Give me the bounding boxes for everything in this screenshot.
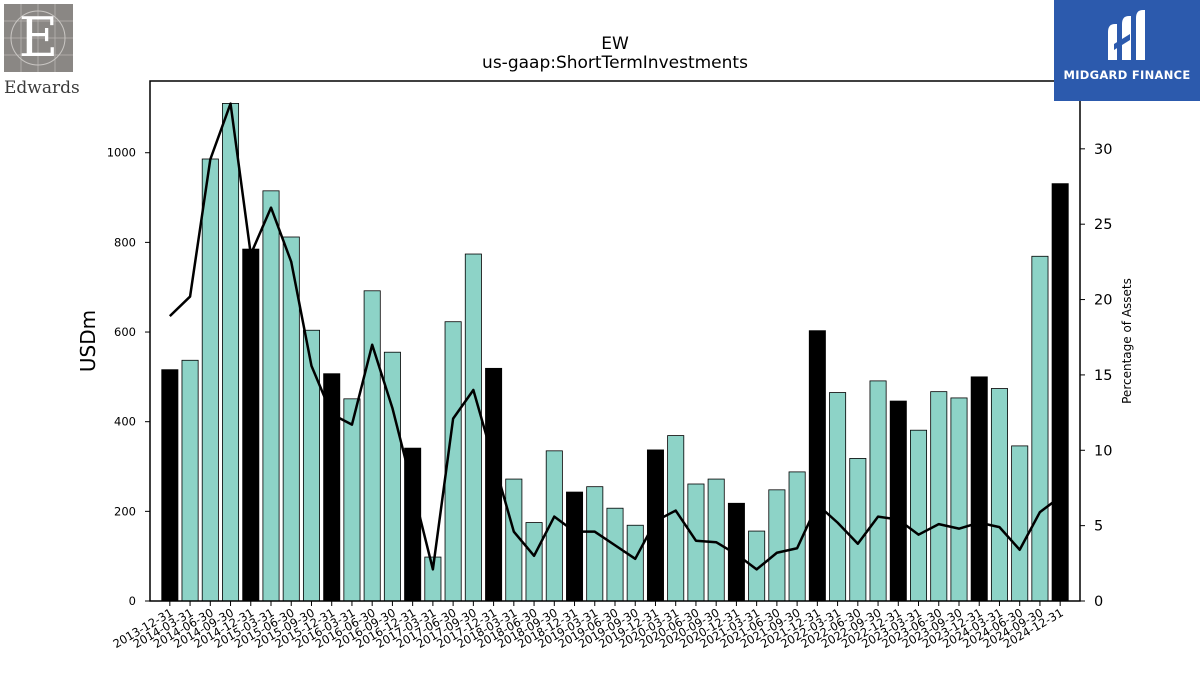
bar-2024-09-30 <box>1031 255 1049 602</box>
bar-2019-03-31 <box>586 486 604 602</box>
edwards-logo-text: Edwards <box>4 78 80 98</box>
bar-2015-03-31 <box>262 190 280 602</box>
y-axis-label: USDm <box>76 310 100 372</box>
y-tick-label: 1000 <box>107 146 136 160</box>
edwards-grid-icon <box>4 4 73 72</box>
midgard-logo: MIDGARD FINANCE <box>1054 0 1200 101</box>
plot-frame <box>149 80 1081 602</box>
bar-2024-12-31 <box>1051 183 1069 602</box>
bar-2014-03-31 <box>181 359 199 602</box>
bar-2016-06-30 <box>363 290 381 602</box>
bar-2022-06-30 <box>849 458 867 602</box>
y2-tick-label: 5 <box>1094 519 1103 535</box>
bar-2021-06-30 <box>768 489 786 602</box>
y-tick-label: 800 <box>114 235 136 249</box>
bar-2015-12-31 <box>323 373 341 602</box>
bar-2020-09-30 <box>707 478 725 602</box>
bar-2021-12-31 <box>808 330 826 602</box>
y-tick-label: 0 <box>129 594 136 608</box>
bar-2023-09-30 <box>950 397 968 602</box>
bar-2024-06-30 <box>1011 445 1029 602</box>
y-tick-label: 600 <box>114 325 136 339</box>
plot-area: 2013-12-312014-03-312014-06-302014-09-30… <box>107 102 1112 651</box>
bar-2023-06-30 <box>930 391 948 602</box>
bar-2019-09-30 <box>626 524 644 602</box>
y2-axis-label: Percentage of Assets <box>1120 278 1134 404</box>
bar-2018-06-30 <box>525 522 543 602</box>
y2-tick-label: 15 <box>1094 368 1112 384</box>
bar-2018-12-31 <box>566 491 584 602</box>
y2-tick-label: 0 <box>1094 594 1103 610</box>
bar-2014-06-30 <box>201 158 219 602</box>
bar-2017-09-30 <box>464 253 482 602</box>
bar-2022-12-31 <box>889 400 907 602</box>
bar-2016-03-31 <box>343 398 361 602</box>
bar-2023-12-31 <box>970 376 988 602</box>
percentage-line <box>168 102 1061 571</box>
edwards-logo-mark: E <box>4 4 73 72</box>
bar-2022-03-31 <box>829 392 847 602</box>
y2-tick-label: 20 <box>1094 293 1112 309</box>
edwards-logo-letter: E <box>18 6 59 69</box>
y2-tick-label: 30 <box>1094 142 1112 158</box>
bar-2015-09-30 <box>302 329 320 602</box>
y-tick-label: 200 <box>114 504 136 518</box>
bar-2016-12-31 <box>404 447 422 602</box>
midgard-mark-icon <box>1108 10 1145 60</box>
chart-subtitle: us-gaap:ShortTermInvestments <box>482 53 748 73</box>
y-tick-label: 400 <box>114 415 136 429</box>
bar-2019-06-30 <box>606 507 624 602</box>
midgard-logo-text: MIDGARD FINANCE <box>1063 68 1191 82</box>
bar-2014-09-30 <box>222 103 240 602</box>
bar-2014-12-31 <box>242 248 260 602</box>
bar-2023-03-31 <box>910 429 928 602</box>
bar-2024-03-31 <box>990 388 1008 602</box>
y2-tick-label: 25 <box>1094 217 1112 233</box>
bar-2020-06-30 <box>687 483 705 602</box>
chart-title: EW <box>601 34 629 54</box>
bar-2019-12-31 <box>646 449 664 602</box>
edwards-logo: E Edwards <box>4 4 80 100</box>
y2-tick-label: 10 <box>1094 443 1112 459</box>
bar-2013-12-31 <box>161 369 179 602</box>
bar-2022-09-30 <box>869 380 887 602</box>
